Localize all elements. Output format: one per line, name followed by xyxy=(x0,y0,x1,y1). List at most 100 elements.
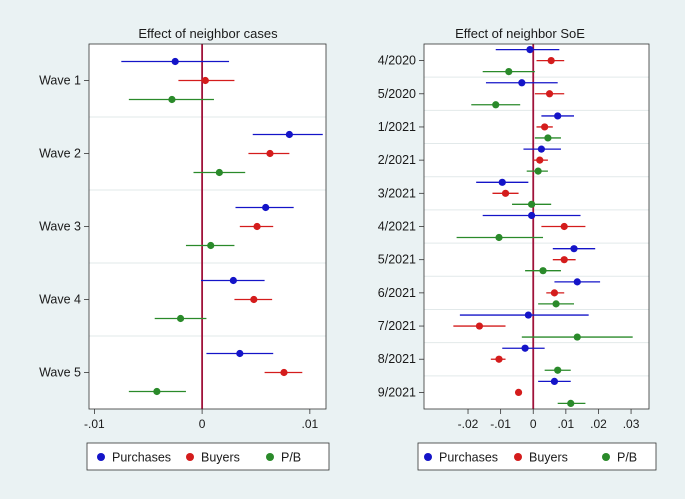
point-purchases-4-2021 xyxy=(528,211,536,220)
point-purchases-9-2021 xyxy=(550,377,559,386)
x-tick-label: .01 xyxy=(558,417,575,431)
category-label: Wave 1 xyxy=(39,74,81,88)
point-buyers-8-2021 xyxy=(495,355,503,363)
x-tick-label: .03 xyxy=(623,417,640,431)
right-x-axis: -.02 -.01 0 .01 .02 .03 xyxy=(458,409,640,431)
legend-marker-purchases xyxy=(424,453,432,461)
category-label: 5/2021 xyxy=(378,253,416,267)
point-buyers-4-2020 xyxy=(547,56,555,65)
point-p-b-6-2021 xyxy=(552,300,560,308)
left-legend: Purchases Buyers P/B xyxy=(86,442,330,471)
right-panel: Effect of neighbor SoE 4/2020 5/2020 1/202… xyxy=(378,26,650,431)
category-label: 6/2021 xyxy=(378,286,416,300)
point-purchases-wave-1 xyxy=(171,57,179,66)
point-buyers-5-2020 xyxy=(545,90,554,98)
legend-label-purchases: Purchases xyxy=(439,451,498,465)
point-purchases-6-2021 xyxy=(573,278,581,286)
point-buyers-3-2021 xyxy=(501,189,510,197)
point-p-b-wave-4 xyxy=(176,314,185,323)
point-p-b-wave-2 xyxy=(215,168,223,177)
point-p-b-4-2021 xyxy=(495,233,503,242)
right-plot-area xyxy=(424,44,649,409)
point-purchases-7-2021 xyxy=(524,311,532,319)
legend-label-buyers: Buyers xyxy=(201,451,240,465)
category-label: Wave 3 xyxy=(39,220,81,234)
legend-marker-purchases xyxy=(97,453,105,461)
legend-marker-p-b xyxy=(266,453,274,461)
legend-marker-buyers xyxy=(514,453,522,461)
category-label: Wave 5 xyxy=(39,366,81,380)
point-p-b-wave-5 xyxy=(153,387,161,396)
left-plot-area xyxy=(89,44,326,409)
legend-label-purchases: Purchases xyxy=(112,451,171,465)
point-purchases-3-2021 xyxy=(498,178,506,186)
left-x-axis: -.01 0 .01 xyxy=(84,409,319,431)
point-p-b-9-2021 xyxy=(567,399,575,408)
category-label: 1/2021 xyxy=(378,120,416,134)
point-p-b-1-2021 xyxy=(544,134,552,142)
point-purchases-5-2020 xyxy=(518,79,526,87)
point-buyers-wave-4 xyxy=(250,295,258,304)
point-buyers-wave-2 xyxy=(266,149,274,158)
point-p-b-5-2021 xyxy=(539,267,547,275)
legend-marker-buyers xyxy=(186,453,194,461)
legend-marker-p-b xyxy=(602,453,610,461)
point-p-b-4-2020 xyxy=(505,67,513,76)
point-buyers-7-2021 xyxy=(475,322,484,330)
right-series-marks xyxy=(453,45,633,408)
point-buyers-5-2021 xyxy=(560,256,568,264)
point-buyers-6-2021 xyxy=(550,289,559,297)
x-tick-label: -.02 xyxy=(458,417,479,431)
x-tick-label: .01 xyxy=(301,417,318,431)
point-purchases-1-2021 xyxy=(554,112,562,120)
left-legend-box xyxy=(86,442,330,471)
left-category-labels: Wave 1 Wave 2 Wave 3 Wave 4 Wave 5 xyxy=(39,74,89,380)
legend-label-p-b: P/B xyxy=(617,451,637,465)
point-p-b-8-2021 xyxy=(554,366,562,374)
right-category-labels: 4/2020 5/2020 1/2021 2/2021 3/2021 4/2021 5/20… xyxy=(378,54,424,399)
point-buyers-9-2021 xyxy=(514,388,523,397)
category-label: 3/2021 xyxy=(378,186,416,200)
category-label: 4/2020 xyxy=(378,54,416,68)
point-buyers-wave-5 xyxy=(280,368,288,377)
point-purchases-4-2020 xyxy=(526,45,534,54)
point-purchases-wave-5 xyxy=(236,349,244,358)
category-label: 8/2021 xyxy=(378,352,416,366)
point-buyers-wave-3 xyxy=(253,222,261,231)
right-panel-title: Effect of neighbor SoE xyxy=(455,26,585,41)
point-buyers-4-2021 xyxy=(560,222,568,231)
left-panel-title: Effect of neighbor cases xyxy=(138,26,278,41)
right-legend-box xyxy=(417,442,657,471)
right-gridlines xyxy=(424,76,649,377)
left-series-marks xyxy=(121,57,323,396)
x-tick-label: 0 xyxy=(530,417,537,431)
category-label: 7/2021 xyxy=(378,319,416,333)
left-gridlines xyxy=(89,116,326,337)
category-label: 4/2021 xyxy=(378,220,416,234)
category-label: 9/2021 xyxy=(378,385,416,399)
x-tick-label: -.01 xyxy=(84,417,105,431)
point-purchases-wave-4 xyxy=(229,276,237,285)
x-tick-label: 0 xyxy=(199,417,206,431)
point-buyers-wave-1 xyxy=(201,76,209,85)
point-p-b-wave-3 xyxy=(207,241,215,250)
point-p-b-7-2021 xyxy=(573,333,581,341)
point-purchases-wave-3 xyxy=(262,203,270,212)
point-p-b-2-2021 xyxy=(534,167,542,175)
category-label: Wave 4 xyxy=(39,293,81,307)
category-label: Wave 2 xyxy=(39,147,81,161)
point-purchases-8-2021 xyxy=(521,344,529,352)
point-purchases-5-2021 xyxy=(570,245,578,253)
category-label: 5/2020 xyxy=(378,87,416,101)
point-purchases-wave-2 xyxy=(285,130,293,139)
category-label: 2/2021 xyxy=(378,153,416,167)
point-buyers-2-2021 xyxy=(536,156,544,164)
legend-label-buyers: Buyers xyxy=(529,451,568,465)
point-p-b-3-2021 xyxy=(528,200,536,208)
point-p-b-5-2020 xyxy=(492,101,500,109)
point-purchases-2-2021 xyxy=(537,145,545,153)
x-tick-label: .02 xyxy=(590,417,607,431)
x-tick-label: -.01 xyxy=(490,417,511,431)
